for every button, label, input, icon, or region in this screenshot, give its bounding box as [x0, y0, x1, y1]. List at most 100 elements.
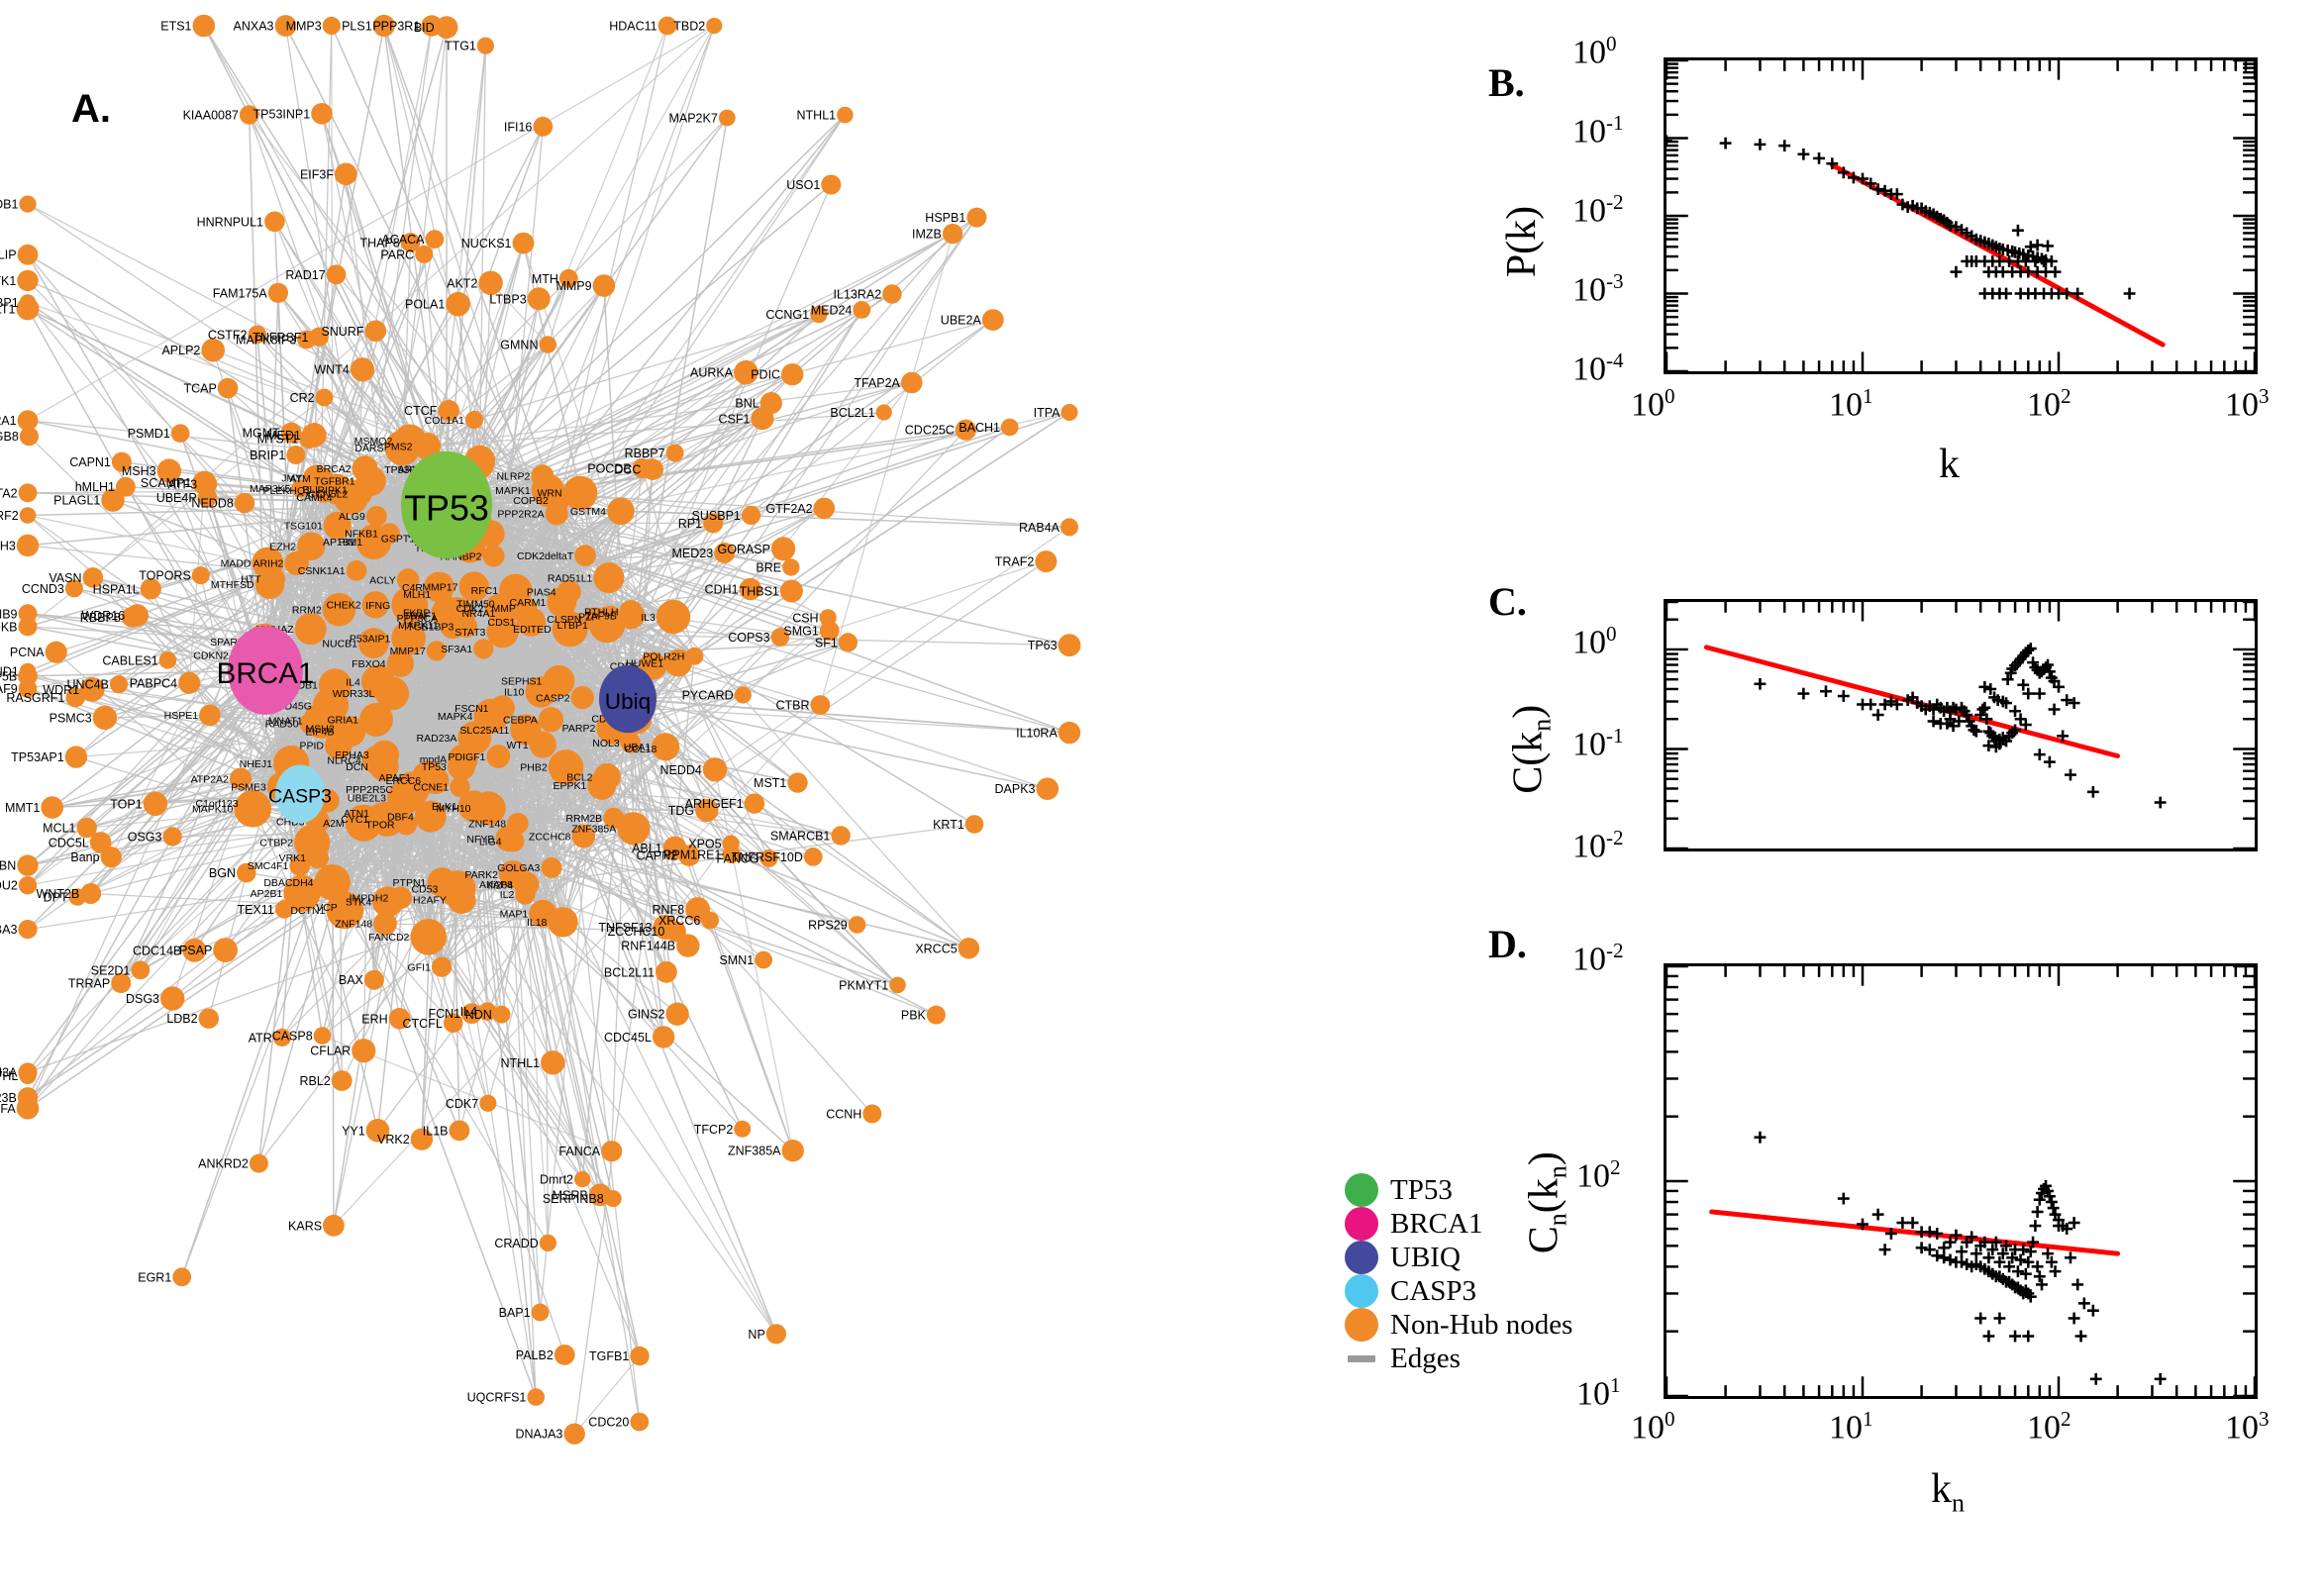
network-node[interactable]	[958, 938, 980, 959]
network-node[interactable]	[831, 826, 851, 846]
network-node[interactable]	[359, 702, 393, 737]
network-node[interactable]	[604, 1190, 622, 1208]
network-node[interactable]	[529, 731, 556, 758]
network-node[interactable]	[427, 867, 457, 897]
network-node[interactable]	[386, 649, 414, 677]
network-node[interactable]	[478, 270, 503, 295]
network-node[interactable]	[80, 677, 105, 702]
network-node[interactable]	[361, 746, 391, 774]
network-node[interactable]	[652, 1026, 675, 1048]
network-node[interactable]	[162, 827, 182, 847]
network-node[interactable]	[545, 502, 568, 526]
network-node[interactable]	[875, 404, 892, 421]
network-node[interactable]	[68, 888, 87, 906]
network-node[interactable]	[16, 297, 40, 321]
network-node[interactable]	[410, 1128, 434, 1150]
network-node[interactable]	[160, 986, 185, 1011]
network-node[interactable]	[239, 105, 259, 125]
network-node[interactable]	[714, 542, 736, 563]
network-node[interactable]	[449, 1120, 470, 1142]
network-node[interactable]	[249, 1153, 268, 1173]
network-node[interactable]	[685, 647, 704, 665]
network-node[interactable]	[18, 617, 38, 637]
network-node[interactable]	[1060, 404, 1078, 421]
network-node[interactable]	[473, 698, 509, 734]
network-node[interactable]	[942, 223, 963, 245]
network-node[interactable]	[492, 1005, 511, 1024]
network-node[interactable]	[373, 912, 397, 936]
network-node[interactable]	[1036, 777, 1060, 800]
network-node[interactable]	[665, 1002, 689, 1026]
network-node[interactable]	[593, 562, 625, 594]
network-node[interactable]	[538, 707, 564, 733]
network-node[interactable]	[318, 668, 353, 702]
network-node[interactable]	[213, 938, 239, 962]
network-node[interactable]	[264, 211, 285, 233]
network-node[interactable]	[527, 287, 551, 311]
network-node[interactable]	[498, 860, 528, 889]
network-node[interactable]	[350, 357, 375, 382]
network-node[interactable]	[248, 325, 267, 345]
network-node[interactable]	[100, 847, 122, 868]
network-node[interactable]	[771, 537, 796, 561]
network-node[interactable]	[558, 268, 578, 288]
network-node[interactable]	[722, 835, 740, 852]
network-node[interactable]	[297, 532, 326, 560]
network-node[interactable]	[525, 676, 556, 708]
network-node[interactable]	[76, 817, 97, 839]
network-node[interactable]	[17, 410, 39, 432]
network-node[interactable]	[447, 752, 476, 781]
network-node[interactable]	[17, 244, 39, 265]
network-node[interactable]	[126, 604, 149, 627]
network-node[interactable]	[289, 854, 311, 876]
network-node[interactable]	[630, 1346, 650, 1366]
network-node[interactable]	[19, 662, 37, 680]
network-node[interactable]	[369, 801, 405, 837]
network-node[interactable]	[19, 507, 37, 524]
network-node[interactable]	[299, 429, 320, 449]
network-node[interactable]	[759, 849, 778, 867]
network-node[interactable]	[391, 586, 429, 624]
network-node[interactable]	[323, 1214, 345, 1237]
network-node[interactable]	[734, 359, 758, 385]
network-node[interactable]	[352, 1039, 376, 1063]
network-node[interactable]	[966, 207, 987, 228]
network-node[interactable]	[515, 884, 536, 905]
network-node[interactable]	[759, 392, 782, 415]
network-node[interactable]	[294, 613, 327, 646]
network-node[interactable]	[64, 746, 88, 768]
network-node[interactable]	[819, 609, 837, 627]
network-node[interactable]	[182, 938, 207, 962]
network-node[interactable]	[446, 291, 470, 317]
network-node[interactable]	[252, 547, 284, 579]
network-node[interactable]	[739, 577, 761, 601]
network-node[interactable]	[421, 15, 443, 37]
network-node[interactable]	[313, 1027, 332, 1045]
network-node[interactable]	[18, 483, 38, 503]
network-node[interactable]	[813, 497, 836, 520]
network-node[interactable]	[1060, 518, 1078, 537]
network-hub-node-casp3[interactable]	[275, 764, 325, 824]
network-node[interactable]	[45, 641, 67, 663]
network-node[interactable]	[198, 474, 218, 494]
network-node[interactable]	[656, 599, 691, 635]
network-node[interactable]	[652, 733, 680, 761]
network-node[interactable]	[678, 845, 700, 866]
network-node[interactable]	[326, 264, 347, 285]
network-node[interactable]	[770, 628, 790, 647]
network-node[interactable]	[443, 1013, 463, 1034]
network-node[interactable]	[592, 274, 616, 297]
network-node[interactable]	[363, 969, 384, 990]
network-node[interactable]	[335, 716, 366, 748]
network-node[interactable]	[706, 17, 723, 35]
network-node[interactable]	[326, 891, 364, 930]
network-node[interactable]	[197, 487, 218, 508]
network-node[interactable]	[838, 633, 858, 652]
network-node[interactable]	[533, 116, 554, 137]
network-node[interactable]	[431, 956, 453, 977]
network-node[interactable]	[476, 37, 494, 54]
network-node[interactable]	[741, 505, 761, 526]
network-node[interactable]	[734, 1120, 752, 1138]
network-node[interactable]	[274, 15, 297, 37]
network-node[interactable]	[365, 506, 387, 527]
